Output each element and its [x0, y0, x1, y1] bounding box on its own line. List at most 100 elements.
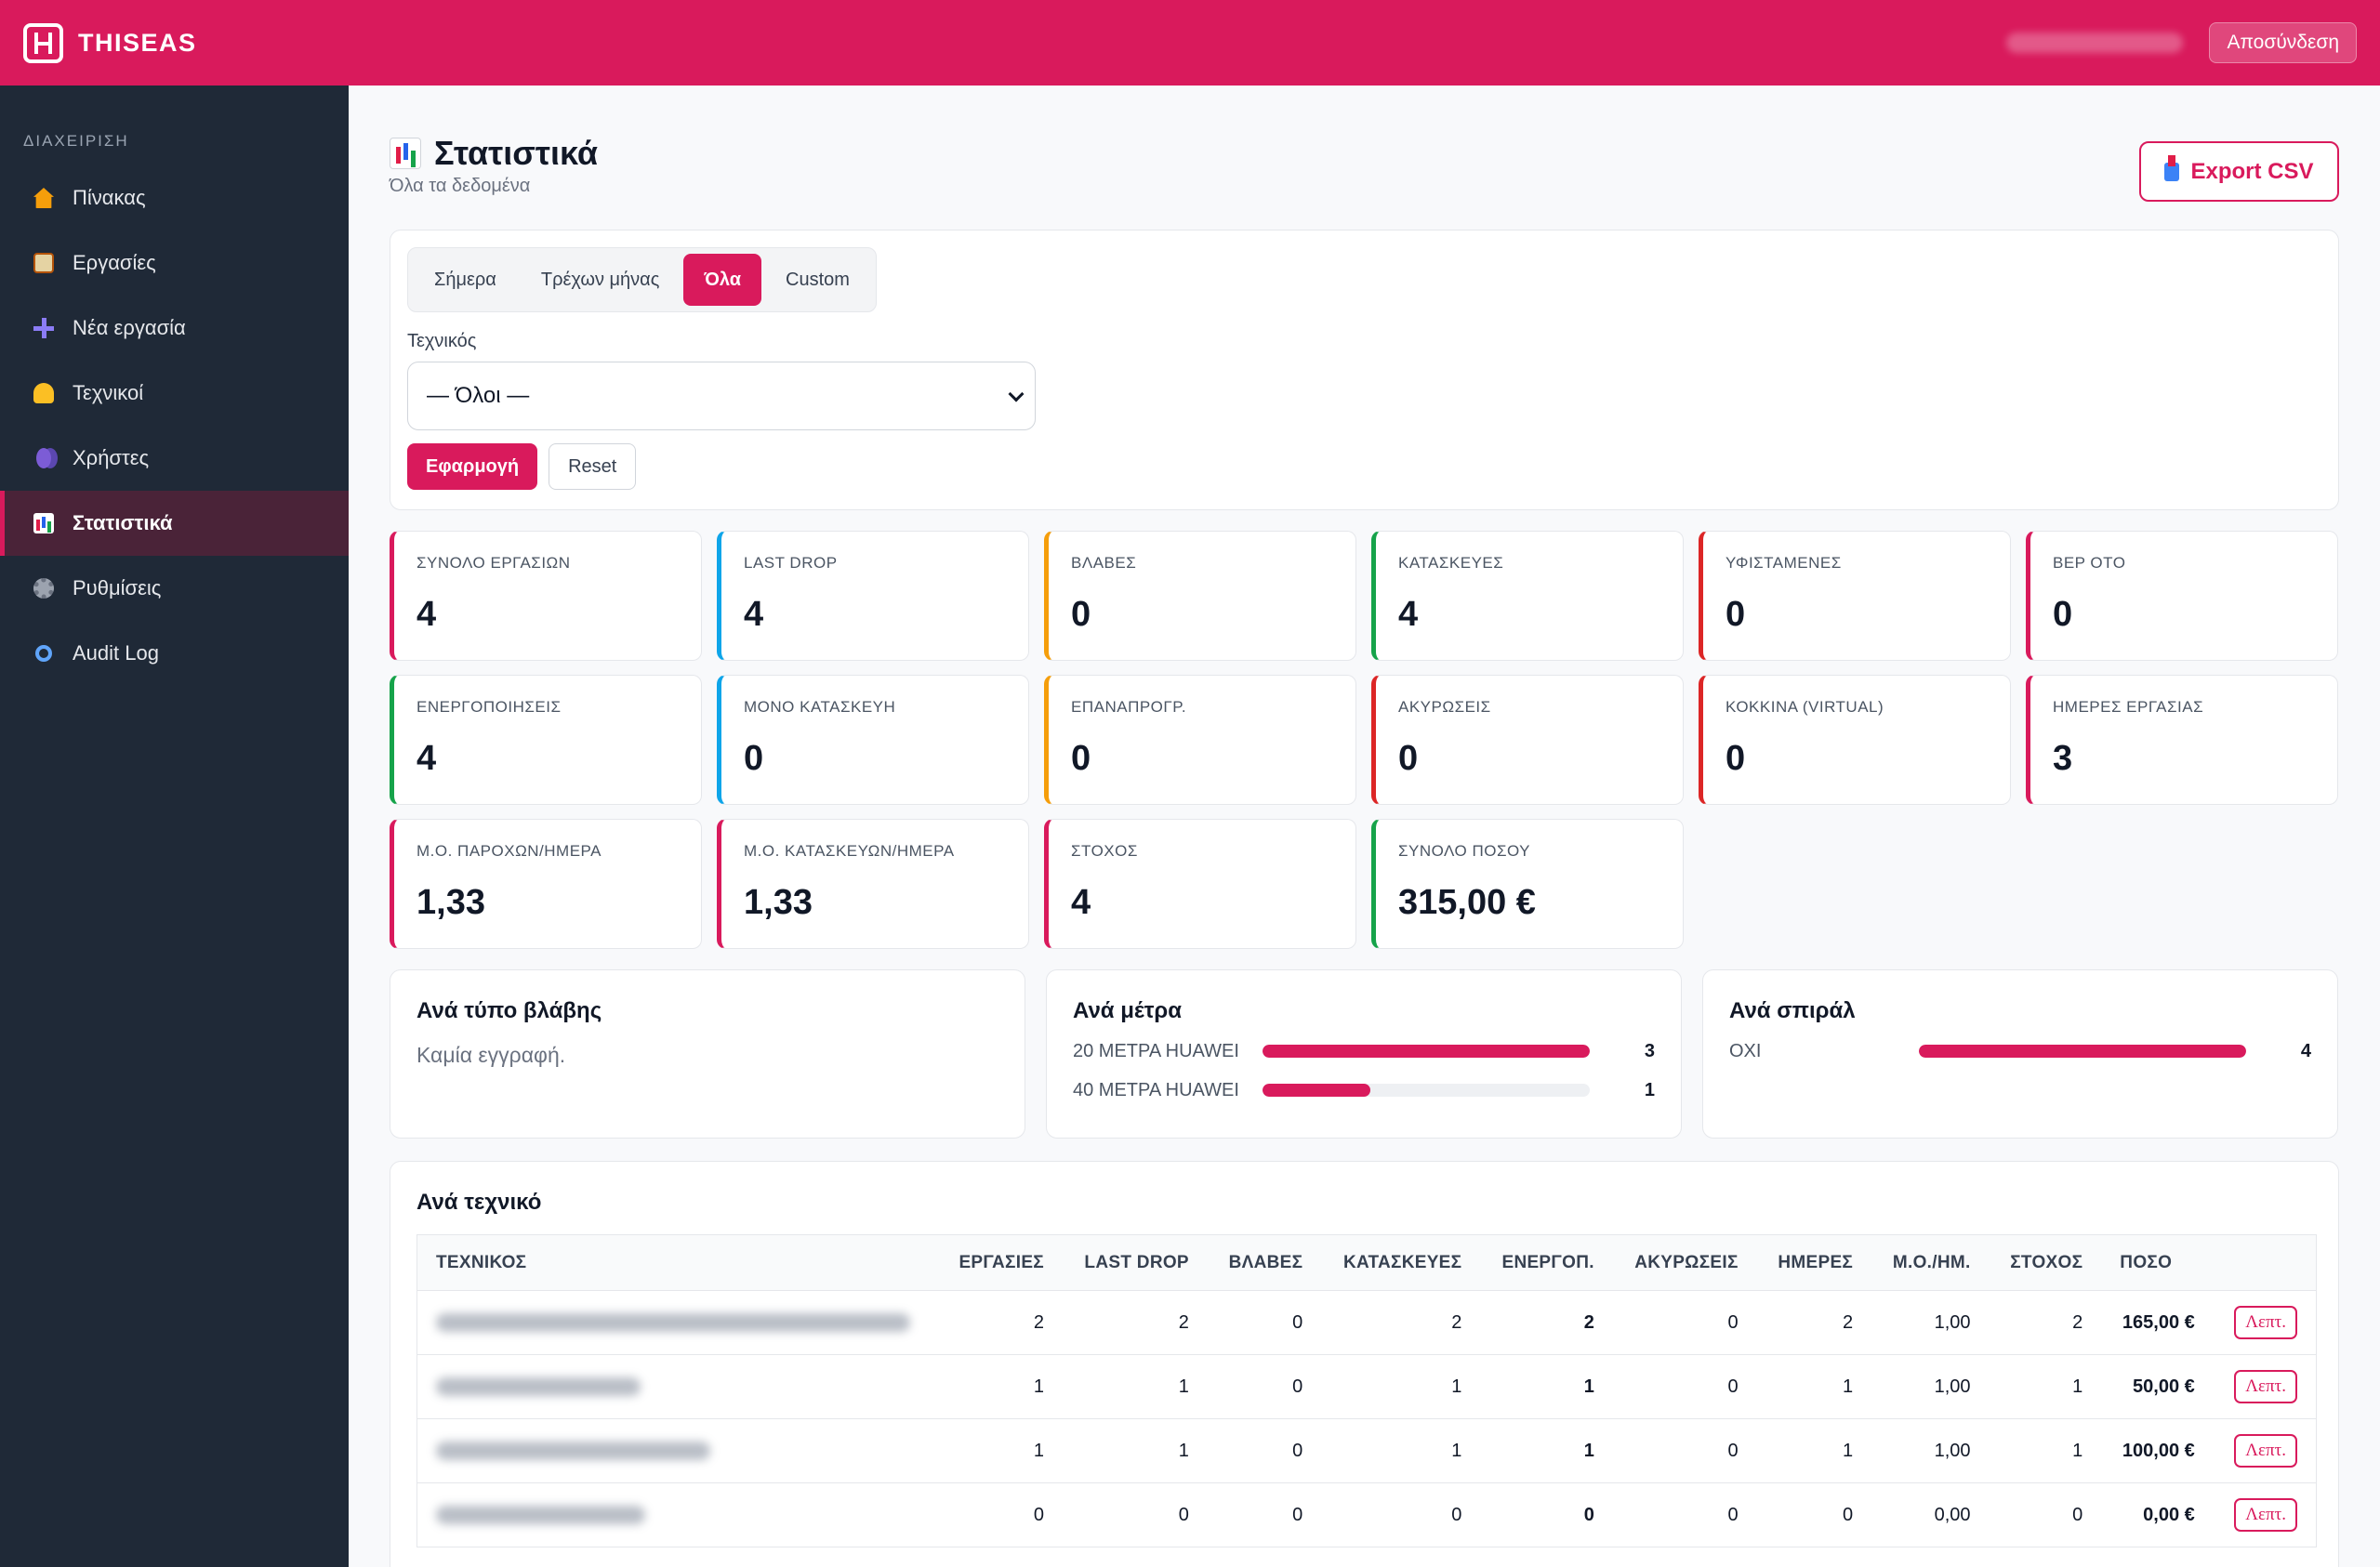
details-button[interactable]: Λεπτ. [2234, 1498, 2297, 1532]
technician-name-cell [416, 1354, 938, 1419]
sidebar-item-label: Στατιστικά [73, 511, 173, 534]
sidebar-item-technicians[interactable]: Τεχνικοί [0, 361, 349, 426]
details-button[interactable]: Λεπτ. [2234, 1306, 2297, 1339]
blurred-name [436, 1377, 641, 1396]
reset-button[interactable]: Reset [549, 443, 637, 490]
faults-cell: 0 [1207, 1418, 1322, 1483]
period-tabs: Σήμερα Τρέχων μήνας Όλα Custom [407, 247, 877, 312]
stat-value: 0 [1726, 739, 1746, 778]
stat-card: ΒΛΑΒΕΣ 0 [1044, 531, 1356, 661]
column-header[interactable]: ΑΚΥΡΩΣΕΙΣ [1612, 1234, 1757, 1291]
spiral-bar-track [1919, 1045, 2246, 1058]
stat-value: 0 [1071, 739, 1091, 778]
column-header[interactable]: LAST DROP [1063, 1234, 1208, 1291]
stat-label: ΒΕΡ ΟΤΟ [2053, 554, 2126, 572]
stat-card: LAST DROP 4 [717, 531, 1029, 661]
column-header[interactable]: Μ.Ο./ΗΜ. [1871, 1234, 1990, 1291]
sidebar-item-dashboard[interactable]: Πίνακας [0, 165, 349, 230]
stat-card: Μ.Ο. ΚΑΤΑΣΚΕΥΩΝ/ΗΜΕΡΑ 1,33 [717, 819, 1029, 949]
meters-row-label: 40 ΜΕΤΡΑ HUAWEI [1073, 1079, 1239, 1100]
technician-name-cell [416, 1482, 938, 1547]
spiral-bar-fill [1919, 1045, 2246, 1058]
sidebar-item-settings[interactable]: Ρυθμίσεις [0, 556, 349, 621]
brand-name[interactable]: THISEAS [78, 28, 197, 57]
technician-name-cell [416, 1418, 938, 1483]
constructions-cell: 0 [1321, 1482, 1481, 1547]
sidebar-item-users[interactable]: Χρήστες [0, 426, 349, 491]
gear-icon [30, 574, 58, 602]
column-header[interactable]: ΗΜΕΡΕΣ [1756, 1234, 1872, 1291]
stat-label: ΕΠΑΝΑΠΡΟΓΡ. [1071, 698, 1187, 716]
bar-chart-icon [390, 138, 421, 169]
apply-button[interactable]: Εφαρμογή [407, 443, 538, 490]
fault-type-title: Ανά τύπο βλάβης [416, 998, 602, 1023]
column-header[interactable]: ΠΟΣΟ [2101, 1234, 2214, 1291]
amount-cell: 100,00 € [2101, 1418, 2214, 1483]
tasks-cell: 2 [937, 1290, 1064, 1355]
stat-label: Μ.Ο. ΠΑΡΟΧΩΝ/ΗΜΕΡΑ [416, 842, 602, 860]
technician-icon [30, 379, 58, 407]
constructions-cell: 1 [1321, 1354, 1481, 1419]
logo-icon[interactable] [23, 22, 63, 63]
last-drop-cell: 1 [1063, 1354, 1208, 1419]
stat-label: ΥΦΙΣΤΑΜΕΝΕΣ [1726, 554, 1842, 572]
target-cell: 0 [1989, 1482, 2102, 1547]
amount-cell: 50,00 € [2101, 1354, 2214, 1419]
stat-value: 315,00 € [1398, 883, 1536, 922]
export-csv-button[interactable]: Export CSV [2139, 141, 2339, 202]
column-header[interactable]: ΚΑΤΑΣΚΕΥΕΣ [1321, 1234, 1481, 1291]
sidebar-section-label: ΔΙΑΧΕΙΡΙΣΗ [23, 132, 129, 150]
blurred-name [436, 1442, 710, 1460]
avg-cell: 1,00 [1871, 1418, 1990, 1483]
column-header[interactable]: ΒΛΑΒΕΣ [1207, 1234, 1322, 1291]
stat-label: LAST DROP [744, 554, 838, 572]
technician-filter-label: Τεχνικός [407, 331, 477, 351]
stat-card: ΚΑΤΑΣΚΕΥΕΣ 4 [1371, 531, 1684, 661]
details-button[interactable]: Λεπτ. [2234, 1434, 2297, 1468]
sidebar-item-statistics[interactable]: Στατιστικά [0, 491, 349, 556]
tab-all[interactable]: Όλα [683, 254, 762, 306]
actions-cell: Λεπτ. [2213, 1290, 2317, 1355]
sidebar-item-label: Νέα εργασία [73, 316, 186, 339]
stat-label: ΣΤΟΧΟΣ [1071, 842, 1138, 860]
tab-today[interactable]: Σήμερα [434, 269, 496, 290]
tab-custom[interactable]: Custom [786, 269, 850, 290]
activations-cell: 1 [1480, 1418, 1613, 1483]
logout-button[interactable]: Αποσύνδεση [2209, 22, 2357, 63]
sidebar: ΔΙΑΧΕΙΡΙΣΗ Πίνακας Εργασίες Νέα εργασία … [0, 86, 349, 1567]
activations-cell: 2 [1480, 1290, 1613, 1355]
column-header[interactable]: ΕΝΕΡΓΟΠ. [1480, 1234, 1613, 1291]
sidebar-item-label: Ρυθμίσεις [73, 576, 162, 599]
details-button[interactable]: Λεπτ. [2234, 1370, 2297, 1403]
spiral-row-label: ΟΧΙ [1729, 1040, 1762, 1061]
bar-chart-icon [30, 509, 58, 537]
sidebar-item-audit-log[interactable]: Audit Log [0, 621, 349, 686]
table-row: 1 1 0 1 1 0 1 1,00 1 50,00 € Λεπτ. [416, 1354, 2317, 1419]
last-drop-cell: 1 [1063, 1418, 1208, 1483]
column-header[interactable]: ΣΤΟΧΟΣ [1989, 1234, 2102, 1291]
sidebar-item-new-task[interactable]: Νέα εργασία [0, 296, 349, 361]
stat-card: ΣΥΝΟΛΟ ΕΡΓΑΣΙΩΝ 4 [390, 531, 702, 661]
user-name-blurred [2006, 33, 2184, 53]
meters-card: Ανά μέτρα 20 ΜΕΤΡΑ HUAWEI 3 40 ΜΕΤΡΑ HUA… [1046, 969, 1682, 1139]
stat-value: 0 [1071, 595, 1091, 634]
stat-value: 1,33 [416, 883, 485, 922]
technician-select[interactable]: — Όλοι — [407, 362, 1036, 430]
faults-cell: 0 [1207, 1290, 1322, 1355]
sidebar-item-tasks[interactable]: Εργασίες [0, 230, 349, 296]
tab-current-month[interactable]: Τρέχων μήνας [540, 269, 660, 290]
stat-card: ΕΝΕΡΓΟΠΟΙΗΣΕΙΣ 4 [390, 675, 702, 805]
column-header[interactable]: ΕΡΓΑΣΙΕΣ [937, 1234, 1064, 1291]
target-cell: 1 [1989, 1354, 2102, 1419]
meters-row-count: 1 [1644, 1079, 1655, 1100]
column-header[interactable]: ΤΕΧΝΙΚΟΣ [416, 1234, 938, 1291]
constructions-cell: 2 [1321, 1290, 1481, 1355]
table-row: 0 0 0 0 0 0 0 0,00 0 0,00 € Λεπτ. [416, 1482, 2317, 1547]
stat-label: Μ.Ο. ΚΑΤΑΣΚΕΥΩΝ/ΗΜΕΡΑ [744, 842, 955, 860]
blurred-name [436, 1506, 645, 1524]
days-cell: 0 [1756, 1482, 1872, 1547]
table-row: 1 1 0 1 1 0 1 1,00 1 100,00 € Λεπτ. [416, 1418, 2317, 1483]
stat-label: ΣΥΝΟΛΟ ΠΟΣΟΥ [1398, 842, 1531, 860]
amount-cell: 165,00 € [2101, 1290, 2214, 1355]
target-cell: 1 [1989, 1418, 2102, 1483]
